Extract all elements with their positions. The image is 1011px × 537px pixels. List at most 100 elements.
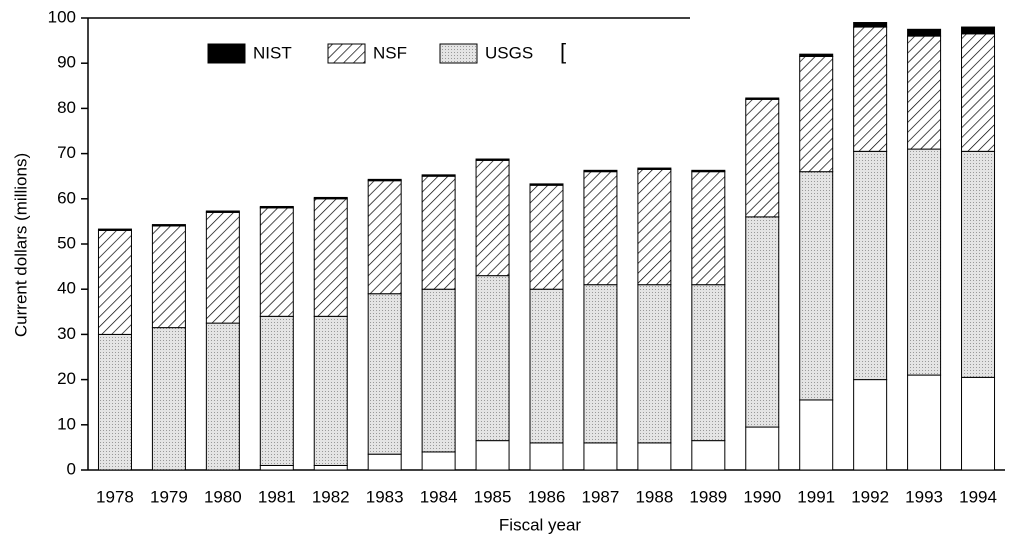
bar-segment [745,97,780,100]
y-tick-label: 90 [57,53,76,72]
bar-segment [367,180,402,295]
y-tick-label: 100 [48,7,76,26]
bar-segment [259,464,294,471]
bar-segment [961,376,996,471]
y-tick-label: 50 [57,233,76,252]
x-axis-title: Fiscal year [499,515,582,534]
bar-segment [151,327,186,471]
legend-swatch [207,43,246,64]
y-tick-label: 30 [57,324,76,343]
bar-segment [961,33,996,152]
x-tick-label: 1985 [474,487,512,506]
x-tick-label: 1981 [258,487,296,506]
x-tick-label: 1982 [312,487,350,506]
x-tick-label: 1990 [743,487,781,506]
bar-segment [529,184,564,290]
bar-segment [637,168,672,286]
y-tick-label: 60 [57,188,76,207]
bar-segment [799,53,834,57]
legend-swatch [439,43,478,64]
bar-segment [367,453,402,471]
x-tick-label: 1984 [420,487,458,506]
bar-segment [529,442,564,471]
x-tick-label: 1994 [959,487,997,506]
bar-segment [961,150,996,378]
y-tick-label: 10 [57,414,76,433]
bar-segment [475,275,510,442]
x-tick-label: 1986 [528,487,566,506]
x-tick-label: 1989 [689,487,727,506]
legend-label: NIST [253,43,292,62]
bar-segment [745,98,780,218]
bar-segment [475,158,510,161]
bar-segment [421,288,456,453]
bar-segment [259,315,294,466]
bar-segment [745,426,780,471]
bar-segment [907,374,942,471]
legend-bracket: [ [560,39,566,64]
bar-segment [97,228,132,231]
legend-label: USGS [485,43,533,62]
bar-segment [799,399,834,471]
bar-segment [97,229,132,335]
y-tick-label: 40 [57,279,76,298]
bar-segment [799,171,834,401]
bar-segment [205,210,240,213]
bar-segment [583,284,618,444]
bar-segment [853,26,888,152]
bar-segment [691,440,726,471]
y-tick-label: 0 [67,459,76,478]
bar-segment [421,451,456,471]
bar-segment [799,55,834,173]
bar-segment [313,198,348,317]
x-tick-label: 1993 [905,487,943,506]
bar-segment [475,159,510,277]
bar-segment [205,211,240,324]
bar-segment [637,167,672,170]
x-tick-label: 1979 [150,487,188,506]
bar-segment [853,379,888,471]
bar-segment [529,183,564,186]
bar-segment [853,22,888,28]
bar-segment [313,315,348,466]
x-tick-label: 1987 [582,487,620,506]
bar-segment [637,284,672,444]
bar-segment [637,442,672,471]
bar-segment [151,224,186,227]
bar-segment [907,28,942,37]
legend-label: NSF [373,43,407,62]
y-axis-title: Current dollars (millions) [11,153,30,337]
bar-segment [745,216,780,428]
bar-segment [583,442,618,471]
legend-swatch [327,43,366,64]
bar-segment [259,205,294,209]
bar-segment [313,464,348,471]
bar-segment [691,284,726,442]
bar-segment [421,175,456,290]
bar-segment [259,207,294,317]
x-tick-label: 1992 [851,487,889,506]
bar-segment [475,440,510,471]
bar-segment [583,169,618,173]
y-tick-label: 70 [57,143,76,162]
bar-segment [907,148,942,376]
bar-segment [853,150,888,381]
bar-segment [367,293,402,455]
bar-segment [97,333,132,471]
x-tick-label: 1991 [797,487,835,506]
x-tick-label: 1988 [635,487,673,506]
bar-segment [907,35,942,150]
bar-segment [421,174,456,177]
bar-segment [691,171,726,286]
bar-segment [529,288,564,444]
x-tick-label: 1983 [366,487,404,506]
bar-segment [961,26,996,35]
bar-segment [367,178,402,182]
bar-segment [205,322,240,471]
bar-segment [583,171,618,286]
bar-segment [313,196,348,200]
bar-segment [151,225,186,329]
y-tick-label: 80 [57,98,76,117]
x-tick-label: 1980 [204,487,242,506]
